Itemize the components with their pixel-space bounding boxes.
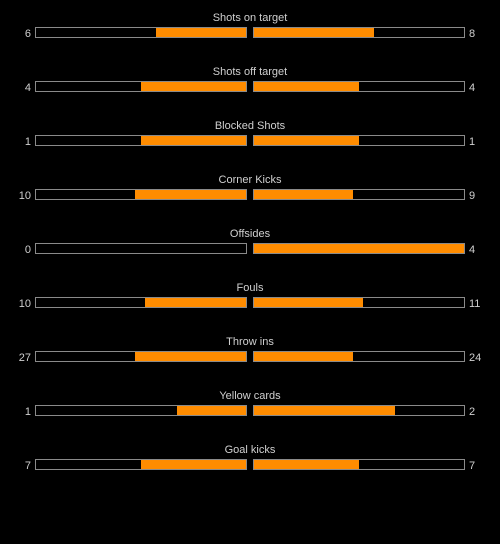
away-bar xyxy=(253,459,465,470)
home-bar-fill xyxy=(155,28,246,37)
stat-row-offsides: Offsides 0 4 xyxy=(0,226,500,280)
stat-label: Shots off target xyxy=(212,66,288,78)
away-value: 24 xyxy=(469,352,482,364)
home-bar-fill xyxy=(141,136,246,145)
away-value: 11 xyxy=(469,298,481,310)
stat-row-yellow-cards: Yellow cards 1 2 xyxy=(0,388,500,442)
home-bar xyxy=(35,189,247,200)
stat-label: Throw ins xyxy=(226,336,274,348)
home-bar xyxy=(35,351,247,362)
home-value: 6 xyxy=(24,28,31,40)
stat-row-shots-on-target: Shots on target 6 8 xyxy=(0,10,500,64)
home-bar xyxy=(35,297,247,308)
away-bar-fill xyxy=(254,244,464,253)
stat-row-corner-kicks: Corner Kicks 10 9 xyxy=(0,172,500,226)
home-value: 1 xyxy=(24,136,31,148)
home-bar-fill xyxy=(176,406,246,415)
away-value: 1 xyxy=(469,136,476,148)
home-bar-fill xyxy=(134,190,246,199)
away-bar-fill xyxy=(254,190,353,199)
away-bar-fill xyxy=(254,406,395,415)
away-bar xyxy=(253,351,465,362)
home-value: 27 xyxy=(18,352,31,364)
stat-row-throw-ins: Throw ins 27 24 xyxy=(0,334,500,388)
away-bar xyxy=(253,297,465,308)
home-bar xyxy=(35,135,247,146)
home-bar-fill xyxy=(145,298,246,307)
match-stats-panel: Shots on target 6 8 Shots off target 4 4… xyxy=(0,10,500,496)
home-bar xyxy=(35,27,247,38)
away-bar xyxy=(253,243,465,254)
stat-label: Goal kicks xyxy=(224,444,276,456)
home-bar-fill xyxy=(141,82,246,91)
away-value: 4 xyxy=(469,82,476,94)
away-value: 8 xyxy=(469,28,476,40)
away-value: 2 xyxy=(469,406,476,418)
away-value: 4 xyxy=(469,244,476,256)
home-bar xyxy=(35,459,247,470)
stat-label: Shots on target xyxy=(212,12,288,24)
away-bar-fill xyxy=(254,82,359,91)
stat-row-goal-kicks: Goal kicks 7 7 xyxy=(0,442,500,496)
home-value: 0 xyxy=(24,244,31,256)
away-bar xyxy=(253,135,465,146)
away-bar-fill xyxy=(254,460,359,469)
home-bar xyxy=(35,81,247,92)
away-bar-fill xyxy=(254,28,374,37)
stat-label: Offsides xyxy=(229,228,271,240)
away-bar xyxy=(253,189,465,200)
away-value: 7 xyxy=(469,460,476,472)
away-bar-fill xyxy=(254,298,364,307)
home-value: 4 xyxy=(24,82,31,94)
stat-label: Yellow cards xyxy=(219,390,281,402)
stat-row-fouls: Fouls 10 11 xyxy=(0,280,500,334)
away-bar-fill xyxy=(254,352,353,361)
away-bar-fill xyxy=(254,136,359,145)
away-value: 9 xyxy=(469,190,476,202)
home-value: 10 xyxy=(18,190,31,202)
stat-label: Blocked Shots xyxy=(214,120,286,132)
home-bar xyxy=(35,405,247,416)
home-bar-fill xyxy=(134,352,246,361)
stat-label: Corner Kicks xyxy=(218,174,282,186)
home-value: 7 xyxy=(24,460,31,472)
home-bar xyxy=(35,243,247,254)
home-bar-fill xyxy=(141,460,246,469)
stat-row-shots-off-target: Shots off target 4 4 xyxy=(0,64,500,118)
away-bar xyxy=(253,81,465,92)
away-bar xyxy=(253,27,465,38)
home-value: 10 xyxy=(18,298,31,310)
stat-row-blocked-shots: Blocked Shots 1 1 xyxy=(0,118,500,172)
away-bar xyxy=(253,405,465,416)
stat-label: Fouls xyxy=(236,282,264,294)
home-value: 1 xyxy=(24,406,31,418)
